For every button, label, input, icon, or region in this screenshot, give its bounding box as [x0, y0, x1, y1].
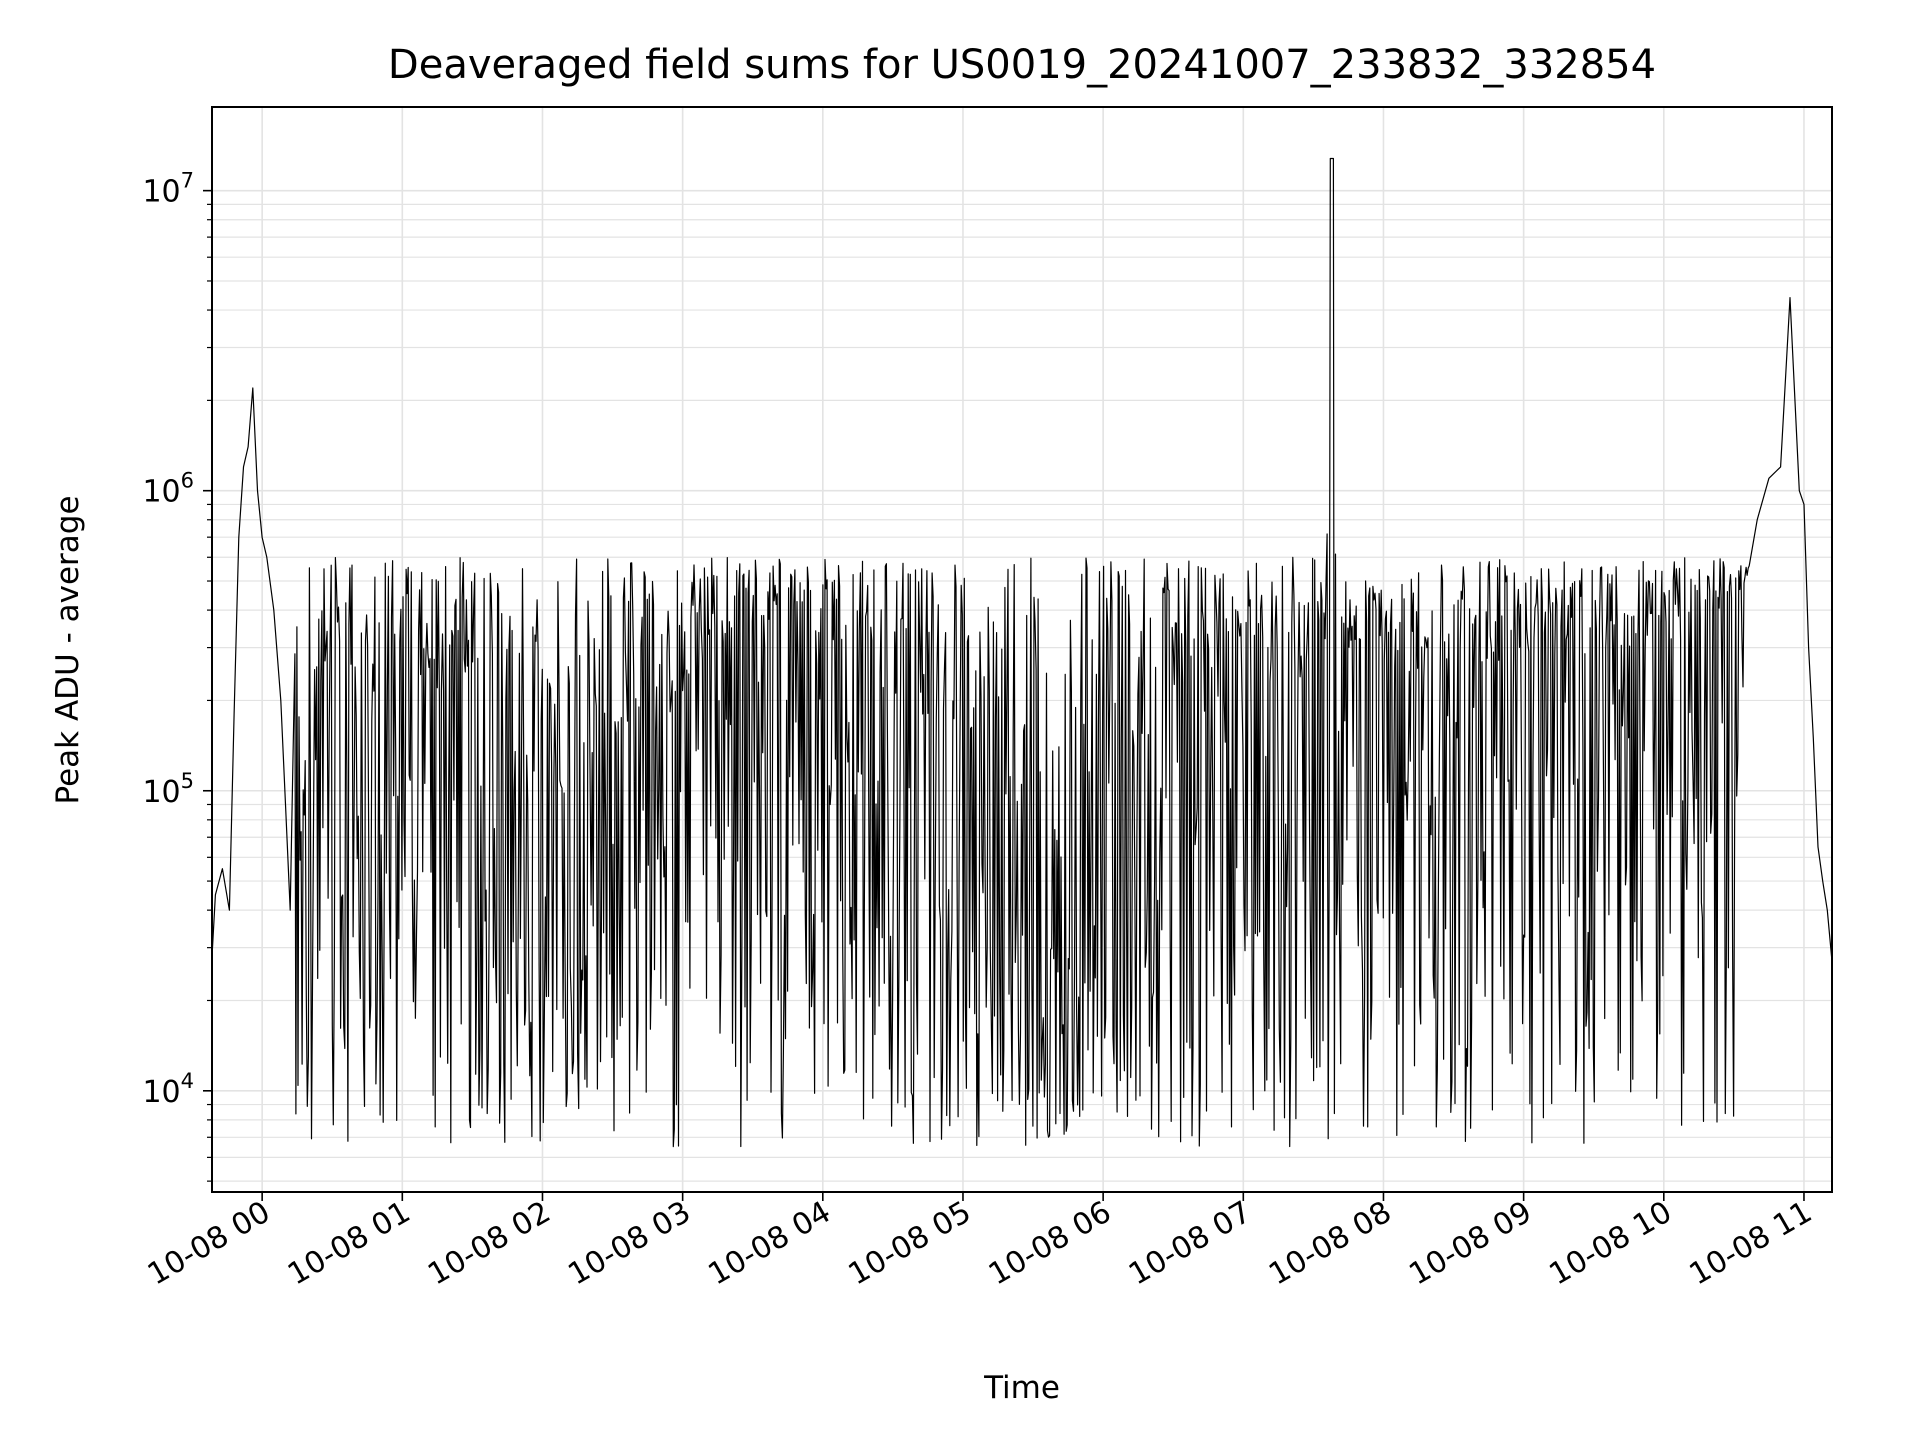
- chart-title: Deaveraged field sums for US0019_2024100…: [388, 42, 1656, 88]
- y-tick-exponent: 7: [181, 169, 194, 193]
- y-tick-base: 10: [142, 475, 180, 510]
- y-tick-base: 10: [142, 775, 180, 810]
- y-tick-exponent: 6: [181, 469, 194, 493]
- y-tick-exponent: 5: [181, 769, 194, 793]
- y-axis-title: Peak ADU - average: [50, 495, 86, 804]
- y-tick-exponent: 4: [181, 1069, 194, 1093]
- y-tick-label: 106: [142, 469, 194, 510]
- x-axis-title: Time: [983, 1370, 1060, 1406]
- y-tick-base: 10: [142, 1075, 180, 1110]
- y-tick-label: 107: [142, 169, 194, 210]
- series-line: [211, 157, 1833, 1148]
- plot-frame: [211, 106, 1833, 1193]
- y-tick-label: 104: [142, 1069, 194, 1110]
- y-tick-base: 10: [142, 175, 180, 210]
- y-tick-label: 105: [142, 769, 194, 810]
- data-layer: [211, 157, 1833, 1148]
